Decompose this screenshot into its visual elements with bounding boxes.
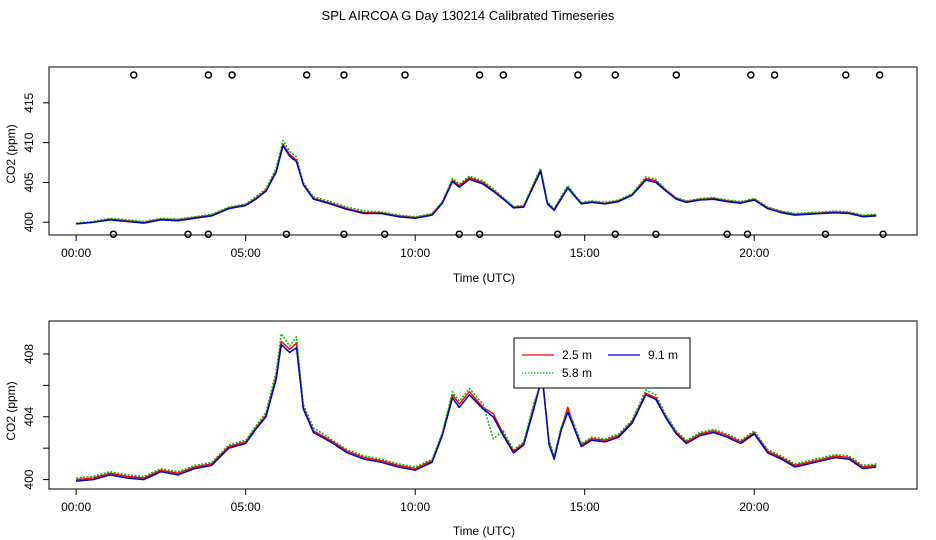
lower-x-tick-label: 20:00 [739, 500, 769, 514]
legend-label-9-1m: 9.1 m [648, 348, 678, 362]
upper-marker-circle [204, 71, 213, 79]
upper-marker-circle [130, 71, 138, 79]
upper-y-axis-label: CO2 (ppm) [4, 124, 18, 183]
upper-y-tick-label: 415 [22, 92, 36, 112]
lower-series-9-1-m [76, 343, 877, 482]
upper-marker-circle [770, 71, 779, 79]
lower-marker-circle [109, 230, 118, 238]
upper-marker-circle [475, 71, 484, 79]
legend-label-2-5m: 2.5 m [562, 348, 592, 362]
legend-box [513, 337, 691, 389]
lower-marker-circle [380, 230, 389, 238]
lower-plot-frame [48, 320, 918, 490]
lower-marker-circle [652, 230, 660, 238]
legend-label-5-8m: 5.8 m [562, 366, 592, 380]
lower-marker-circle [184, 230, 192, 238]
lower-marker-circle [204, 230, 213, 238]
upper-y-tick-label: 405 [22, 172, 36, 192]
upper-marker-circle [574, 71, 582, 79]
upper-marker-circle [401, 71, 409, 79]
upper-series-2-5-m [76, 143, 877, 225]
lower-marker-circle [340, 230, 348, 238]
upper-x-tick-label: 15:00 [570, 246, 600, 260]
upper-series-5-8-m [76, 139, 877, 224]
lower-marker-circle [723, 230, 731, 238]
lower-x-axis-label: Time (UTC) [453, 524, 515, 538]
lower-axes: 00:00 05:00 10:00 15:00 20:00 400 404 408 [22, 344, 770, 514]
lower-marker-circle [455, 230, 464, 238]
upper-marker-circle [747, 71, 755, 79]
lower-y-axis-label: CO2 (ppm) [4, 381, 18, 440]
upper-marker-group [109, 71, 887, 238]
legend: 2.5 m 9.1 m 5.8 m [513, 337, 691, 389]
lower-marker-circle [475, 230, 484, 238]
upper-y-tick-label: 400 [22, 212, 36, 232]
lower-x-tick-label: 10:00 [400, 500, 430, 514]
lower-marker-circle [282, 230, 291, 238]
upper-marker-circle [228, 71, 236, 79]
page-title: SPL AIRCOA G Day 130214 Calibrated Times… [321, 8, 615, 23]
lower-y-tick-label: 408 [22, 344, 36, 364]
upper-series-group [76, 139, 877, 225]
lower-series-group [76, 332, 877, 482]
upper-marker-circle [611, 71, 619, 79]
upper-marker-circle [672, 71, 681, 79]
upper-x-tick-label: 00:00 [61, 246, 91, 260]
upper-x-tick-label: 20:00 [739, 246, 769, 260]
upper-marker-circle [302, 71, 311, 79]
lower-series-2-5-m [76, 340, 877, 481]
lower-marker-circle [743, 230, 752, 238]
upper-x-tick-label: 10:00 [400, 246, 430, 260]
lower-y-tick-label: 404 [22, 406, 36, 426]
upper-x-axis-label: Time (UTC) [453, 271, 515, 285]
upper-marker-circle [842, 71, 850, 79]
upper-marker-circle [499, 71, 508, 79]
lower-y-tick-label: 400 [22, 469, 36, 489]
upper-marker-circle [340, 71, 348, 79]
upper-marker-circle [875, 71, 884, 79]
lower-marker-circle [553, 230, 562, 238]
upper-axes: 00:00 05:00 10:00 15:00 20:00 400 405 410 415 [22, 92, 770, 260]
lower-x-tick-label: 15:00 [570, 500, 600, 514]
upper-series-9-1-m [76, 145, 877, 225]
lower-x-tick-label: 05:00 [231, 500, 261, 514]
lower-x-tick-label: 00:00 [61, 500, 91, 514]
lower-series-5-8-m [76, 332, 877, 479]
upper-plot-frame [48, 66, 918, 236]
lower-marker-circle [879, 230, 887, 238]
lower-marker-circle [611, 230, 619, 238]
upper-x-tick-label: 05:00 [231, 246, 261, 260]
upper-y-tick-label: 410 [22, 132, 36, 152]
lower-marker-circle [821, 230, 830, 238]
